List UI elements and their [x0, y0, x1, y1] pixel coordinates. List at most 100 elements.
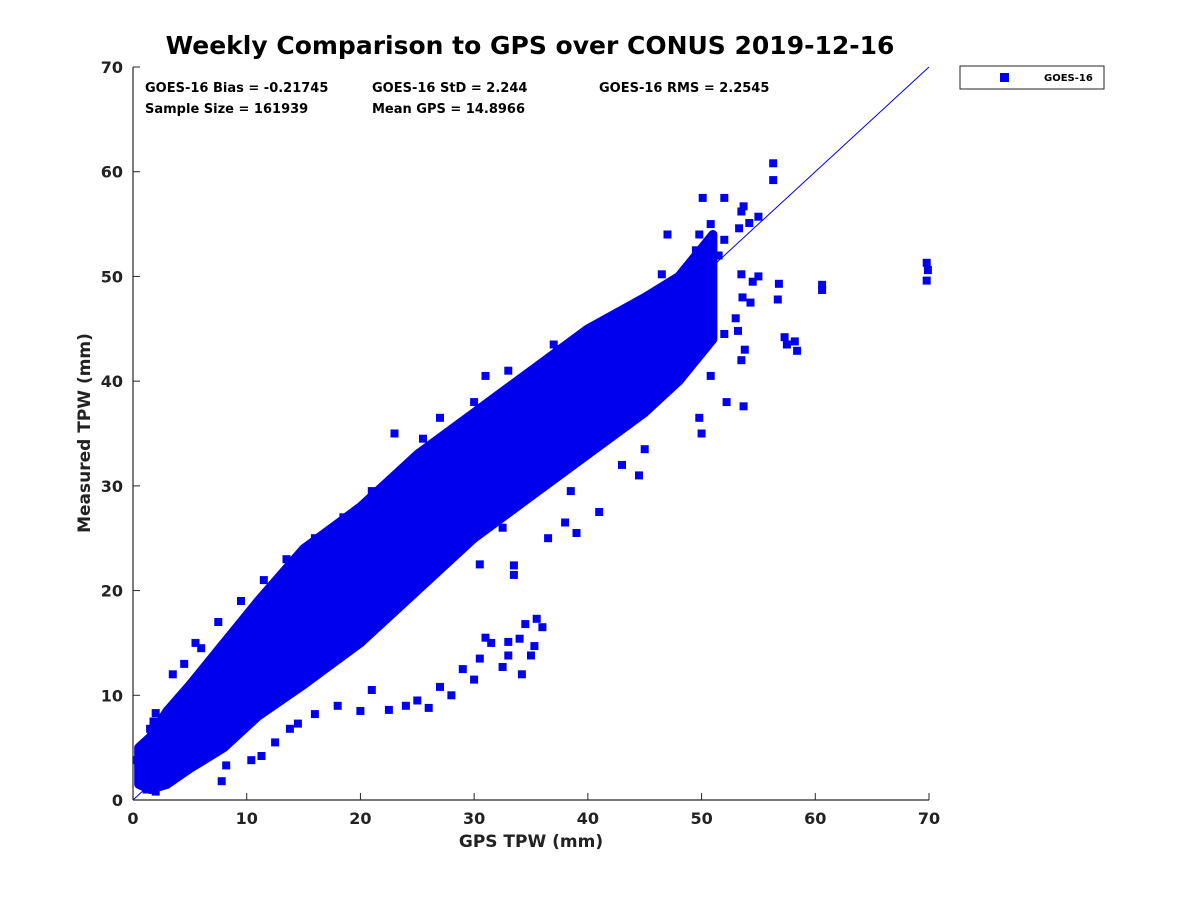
x-tick-label: 70: [918, 809, 940, 828]
scatter-point: [595, 335, 604, 344]
legend-marker-goes-16: [1000, 73, 1009, 82]
scatter-point: [436, 413, 444, 422]
scatter-point: [259, 576, 268, 585]
stat-bias: GOES-16 Bias = -0.21745: [145, 81, 328, 96]
scatter-point: [691, 246, 700, 255]
scatter-point: [151, 709, 160, 718]
y-tick-label: 40: [101, 372, 123, 391]
scatter-point: [481, 371, 490, 380]
dense-scatter-cloud: [134, 230, 718, 794]
stats-annotations: GOES-16 Bias = -0.21745 GOES-16 StD = 2.…: [145, 81, 769, 117]
legend: GOES-16: [959, 65, 1105, 90]
x-tick-label: 60: [804, 809, 826, 828]
scatter-point: [739, 202, 748, 211]
scatter-point: [720, 330, 729, 338]
scatter-point: [530, 642, 539, 651]
scatter-point: [748, 277, 757, 286]
scatter-point: [740, 345, 749, 354]
scatter-point: [706, 220, 715, 229]
legend-box: [959, 65, 1105, 90]
scatter-point: [509, 561, 518, 570]
scatter-point: [780, 333, 789, 342]
scatter-point: [754, 272, 763, 281]
scatter-point: [509, 570, 518, 579]
y-tick-label: 0: [112, 791, 123, 810]
x-tick-label: 30: [463, 809, 485, 828]
y-tick-label: 60: [101, 163, 123, 182]
scatter-point: [481, 633, 490, 642]
scatter-point: [549, 340, 558, 349]
scatter-point: [384, 705, 393, 714]
scatter-point: [735, 224, 744, 233]
scatter-point: [498, 523, 507, 532]
scatter-point: [271, 738, 280, 747]
scatter-point: [149, 717, 158, 726]
stat-mean-gps: Mean GPS = 14.8966: [372, 102, 525, 117]
scatter-point: [310, 534, 319, 543]
scatter-point: [447, 691, 456, 700]
scatter-point: [146, 724, 155, 733]
scatter-point: [739, 402, 748, 411]
scatter-point: [769, 176, 778, 185]
scatter-point: [697, 429, 706, 438]
scatter-point: [527, 651, 535, 660]
scatter-point: [538, 623, 547, 632]
scatter-point: [498, 663, 507, 671]
scatter-point: [737, 270, 746, 279]
scatter-point: [436, 682, 444, 691]
scatter-point: [731, 314, 740, 323]
x-tick-label: 10: [236, 809, 258, 828]
x-axis-label: GPS TPW (mm): [459, 832, 603, 852]
scatter-point: [470, 675, 479, 684]
scatter-point: [390, 429, 399, 438]
y-axis-label: Measured TPW (mm): [75, 333, 95, 533]
plot-area: [132, 159, 932, 796]
scatter-point: [419, 434, 427, 443]
scatter-point: [197, 644, 206, 653]
scatter-point: [413, 696, 422, 705]
scatter-point: [722, 398, 731, 407]
y-axis-ticks: 0 10 20 30 40 50 60 70: [101, 58, 140, 810]
scatter-point: [191, 638, 200, 647]
scatter-point: [151, 787, 160, 796]
scatter-point: [237, 597, 245, 605]
scatter-point: [734, 326, 742, 335]
scatter-point: [595, 508, 604, 516]
y-tick-label: 50: [101, 267, 123, 286]
scatter-point: [720, 193, 729, 202]
chart-title: Weekly Comparison to GPS over CONUS 2019…: [166, 31, 895, 60]
stat-std: GOES-16 StD = 2.244: [372, 81, 527, 96]
x-tick-label: 50: [690, 809, 712, 828]
scatter-point: [769, 159, 778, 168]
scatter-point: [217, 777, 226, 786]
scatter-point: [504, 366, 513, 375]
scatter-point: [695, 413, 704, 422]
scatter-point: [793, 346, 802, 355]
scatter-point: [544, 534, 553, 543]
y-tick-label: 20: [101, 582, 123, 601]
scatter-point: [487, 638, 496, 647]
scatter-point: [168, 670, 177, 679]
scatter-point: [475, 654, 484, 663]
scatter-point: [818, 286, 827, 294]
scatter-point: [790, 337, 799, 346]
scatter-point: [214, 618, 223, 626]
scatter-point: [132, 756, 141, 765]
scatter-point: [521, 620, 530, 629]
scatter-point: [401, 701, 410, 710]
scatter-point: [515, 634, 524, 643]
scatter-point: [257, 752, 266, 760]
scatter-point: [714, 251, 723, 260]
scatter-point: [367, 686, 376, 694]
x-tick-label: 20: [349, 809, 371, 828]
scatter-point: [737, 207, 746, 216]
scatter-point: [566, 487, 575, 496]
scatter-point: [706, 371, 715, 380]
scatter-point: [698, 193, 707, 202]
scatter-point: [356, 707, 365, 715]
scatter-point: [745, 219, 754, 227]
scatter-point: [572, 529, 581, 537]
y-tick-label: 30: [101, 477, 123, 496]
y-tick-label: 70: [101, 58, 123, 77]
